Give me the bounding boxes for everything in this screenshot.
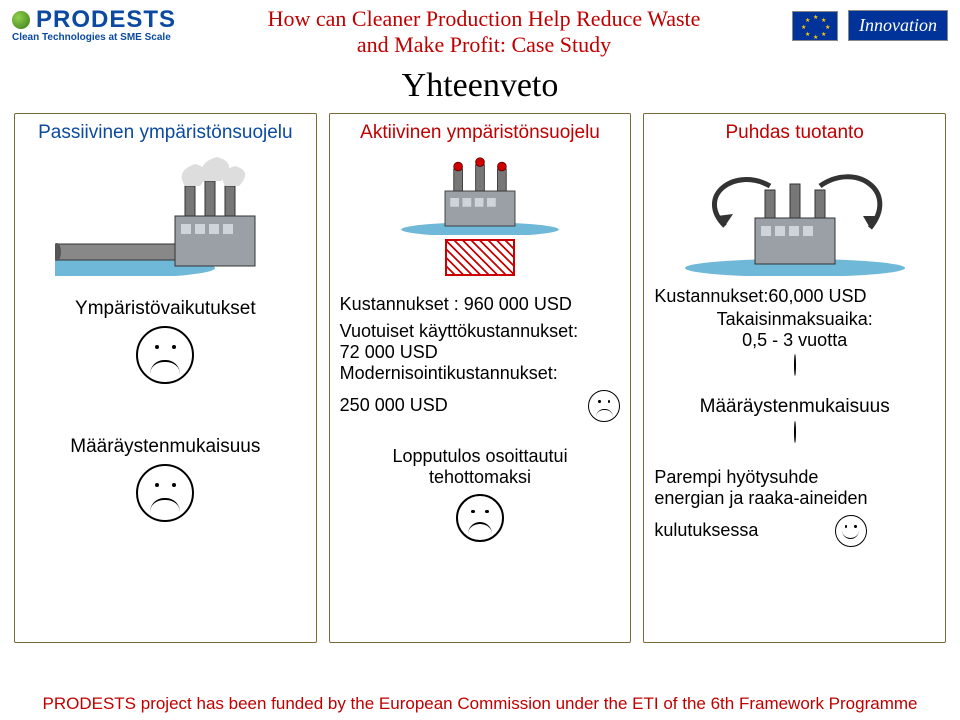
col3-header: Puhdas tuotanto [725, 122, 863, 148]
column-passive: Passiivinen ympäristönsuojelu [14, 113, 317, 643]
logo-right: ★ ★ ★ ★ ★ ★ ★ ★ Innovation [792, 6, 948, 41]
col1-env-label: Ympäristövaikutukset [75, 298, 256, 320]
hatch-box-icon [445, 239, 515, 276]
col2-cost-line: Kustannukset : 960 000 USD [340, 294, 621, 315]
col2-annual-line1: Vuotuiset käyttökustannukset: [340, 321, 621, 342]
happy-face-icon [835, 515, 867, 547]
factory-pipe-icon [55, 156, 275, 276]
col3-illustration [654, 156, 935, 276]
col3-cost: Kustannukset:60,000 USD [654, 286, 935, 307]
header-title-line2: and Make Profit: Case Study [176, 32, 792, 58]
col2-modern-line1: Modernisointikustannukset: [340, 363, 621, 384]
col3-payback-value: 0,5 - 3 vuotta [654, 330, 935, 351]
col1-illustration [25, 156, 306, 276]
col3-benefit-l2: energian ja raaka-aineiden [654, 488, 935, 509]
sad-face-icon [588, 390, 620, 422]
col3-benefit-l1: Parempi hyötysuhde [654, 467, 935, 488]
happy-face-icon [794, 354, 796, 376]
col1-header: Passiivinen ympäristönsuojelu [38, 122, 293, 148]
footer-text: PRODESTS project has been funded by the … [0, 694, 960, 714]
column-active: Aktiivinen ympäristönsuojelu Kustannukse… [329, 113, 632, 643]
col2-modern-line2: 250 000 USD [340, 395, 448, 416]
eu-flag-icon: ★ ★ ★ ★ ★ ★ ★ ★ [792, 11, 838, 41]
factory-clean-icon [675, 156, 915, 276]
header-title: How can Cleaner Production Help Reduce W… [176, 6, 792, 59]
col2-header: Aktiivinen ympäristönsuojelu [360, 122, 600, 148]
header-bar: PRODESTS Clean Technologies at SME Scale… [0, 0, 960, 63]
col2-annual-line2: 72 000 USD [340, 342, 621, 363]
sad-face-icon [456, 494, 504, 542]
col2-result: Lopputulos osoittautui tehottomaksi [340, 446, 621, 488]
logo-tagline: Clean Technologies at SME Scale [12, 32, 171, 43]
header-title-line1: How can Cleaner Production Help Reduce W… [176, 6, 792, 32]
col3-compliance: Määräystenmukaisuus [654, 396, 935, 418]
happy-face-icon [794, 421, 796, 443]
col3-benefit-l3: kulutuksessa [654, 520, 758, 541]
col2-illustration [340, 156, 621, 276]
sad-face-icon [136, 464, 194, 522]
logo-dot-icon [12, 11, 30, 29]
innovation-badge: Innovation [848, 10, 948, 41]
column-clean: Puhdas tuotanto Kustannukset:60,000 US [643, 113, 946, 643]
col3-payback-label: Takaisinmaksuaika: [654, 309, 935, 330]
factory-filter-icon [380, 156, 580, 235]
logo-left: PRODESTS Clean Technologies at SME Scale [12, 6, 176, 43]
section-title: Yhteenveto [0, 67, 960, 105]
comparison-columns: Passiivinen ympäristönsuojelu [0, 113, 960, 643]
col1-compliance-label: Määräystenmukaisuus [70, 436, 260, 458]
sad-face-icon [136, 326, 194, 384]
logo-brand: PRODESTS [36, 6, 176, 34]
